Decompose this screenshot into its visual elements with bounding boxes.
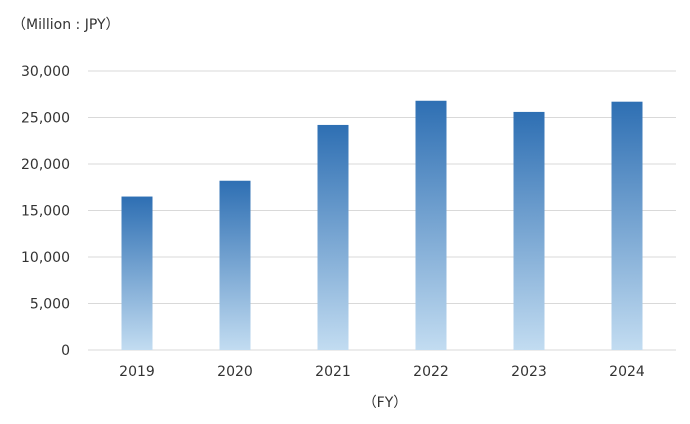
y-tick-label: 5,000 — [30, 297, 70, 313]
bars — [121, 100, 643, 350]
gridlines — [88, 70, 676, 351]
x-tick-label: 2019 — [119, 364, 155, 380]
unit-label: （Million : JPY） — [12, 17, 120, 33]
bar-2019 — [121, 196, 153, 350]
bar-2024 — [611, 101, 643, 350]
bar-2022 — [415, 100, 447, 350]
x-axis-title: （FY） — [362, 395, 408, 411]
bar-2020 — [219, 180, 251, 350]
y-axis-ticks: 0 5,000 10,000 15,000 20,000 25,000 30,000 — [21, 64, 70, 359]
x-tick-label: 2020 — [217, 364, 253, 380]
x-tick-label: 2024 — [609, 364, 645, 380]
x-tick-label: 2022 — [413, 364, 449, 380]
y-tick-label: 30,000 — [21, 64, 70, 80]
y-tick-label: 10,000 — [21, 250, 70, 266]
y-tick-label: 20,000 — [21, 157, 70, 173]
x-axis-ticks: 2019 2020 2021 2022 2023 2024 — [119, 364, 645, 380]
y-tick-label: 0 — [61, 343, 70, 359]
bar-2023 — [513, 111, 545, 350]
y-tick-label: 15,000 — [21, 204, 70, 220]
x-tick-label: 2023 — [511, 364, 547, 380]
x-tick-label: 2021 — [315, 364, 351, 380]
y-tick-label: 25,000 — [21, 111, 70, 127]
bar-2021 — [317, 124, 349, 350]
